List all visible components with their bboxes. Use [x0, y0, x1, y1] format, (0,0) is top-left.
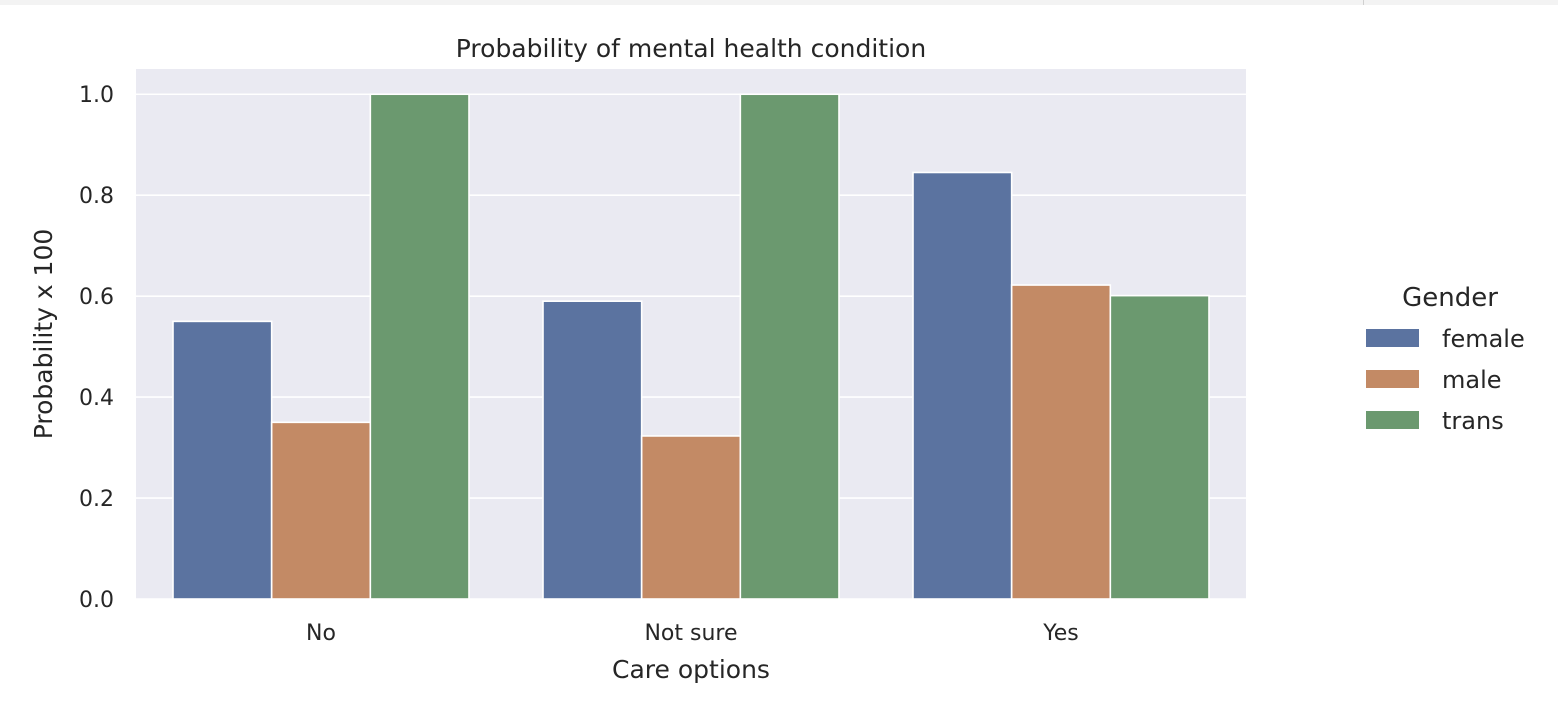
y-tick-label: 0.4 [79, 386, 114, 411]
legend-label-male: male [1442, 366, 1502, 394]
y-axis-label: Probability x 100 [29, 229, 58, 440]
legend: Gender female male trans [1366, 283, 1525, 435]
y-tick-label: 1.0 [79, 83, 114, 108]
x-tick-label: Yes [1042, 621, 1079, 646]
bar-male-no [270, 421, 372, 600]
bar-female-no [172, 320, 273, 600]
x-tick-labels: No Not sure Yes [306, 621, 1079, 646]
bar-trans-yes [1109, 294, 1210, 600]
legend-label-trans: trans [1442, 407, 1504, 435]
y-tick-label: 0.0 [79, 588, 114, 613]
chart-title: Probability of mental health condition [456, 34, 926, 63]
x-tick-label: No [306, 621, 336, 646]
bar-female-yes [912, 171, 1013, 600]
bar-male-not-sure [640, 435, 742, 600]
bar-trans-no [369, 93, 470, 600]
bar-male-yes [1010, 284, 1112, 600]
y-tick-label: 0.6 [79, 285, 114, 310]
legend-title: Gender [1402, 283, 1498, 313]
x-axis-label: Care options [612, 655, 770, 684]
legend-swatch-male [1366, 370, 1419, 388]
legend-swatch-female [1366, 329, 1419, 347]
y-tick-labels: 0.0 0.2 0.4 0.6 0.8 1.0 [79, 83, 114, 613]
top-strip [0, 0, 1558, 5]
bar-female-not-sure [542, 300, 643, 600]
top-strip-divider [1363, 0, 1364, 5]
bars [172, 93, 1210, 600]
legend-label-female: female [1442, 325, 1525, 353]
bar-trans-not-sure [739, 93, 840, 600]
y-tick-label: 0.2 [79, 487, 114, 512]
x-tick-label: Not sure [644, 621, 737, 646]
legend-swatch-trans [1366, 411, 1419, 429]
y-tick-label: 0.8 [79, 184, 114, 209]
